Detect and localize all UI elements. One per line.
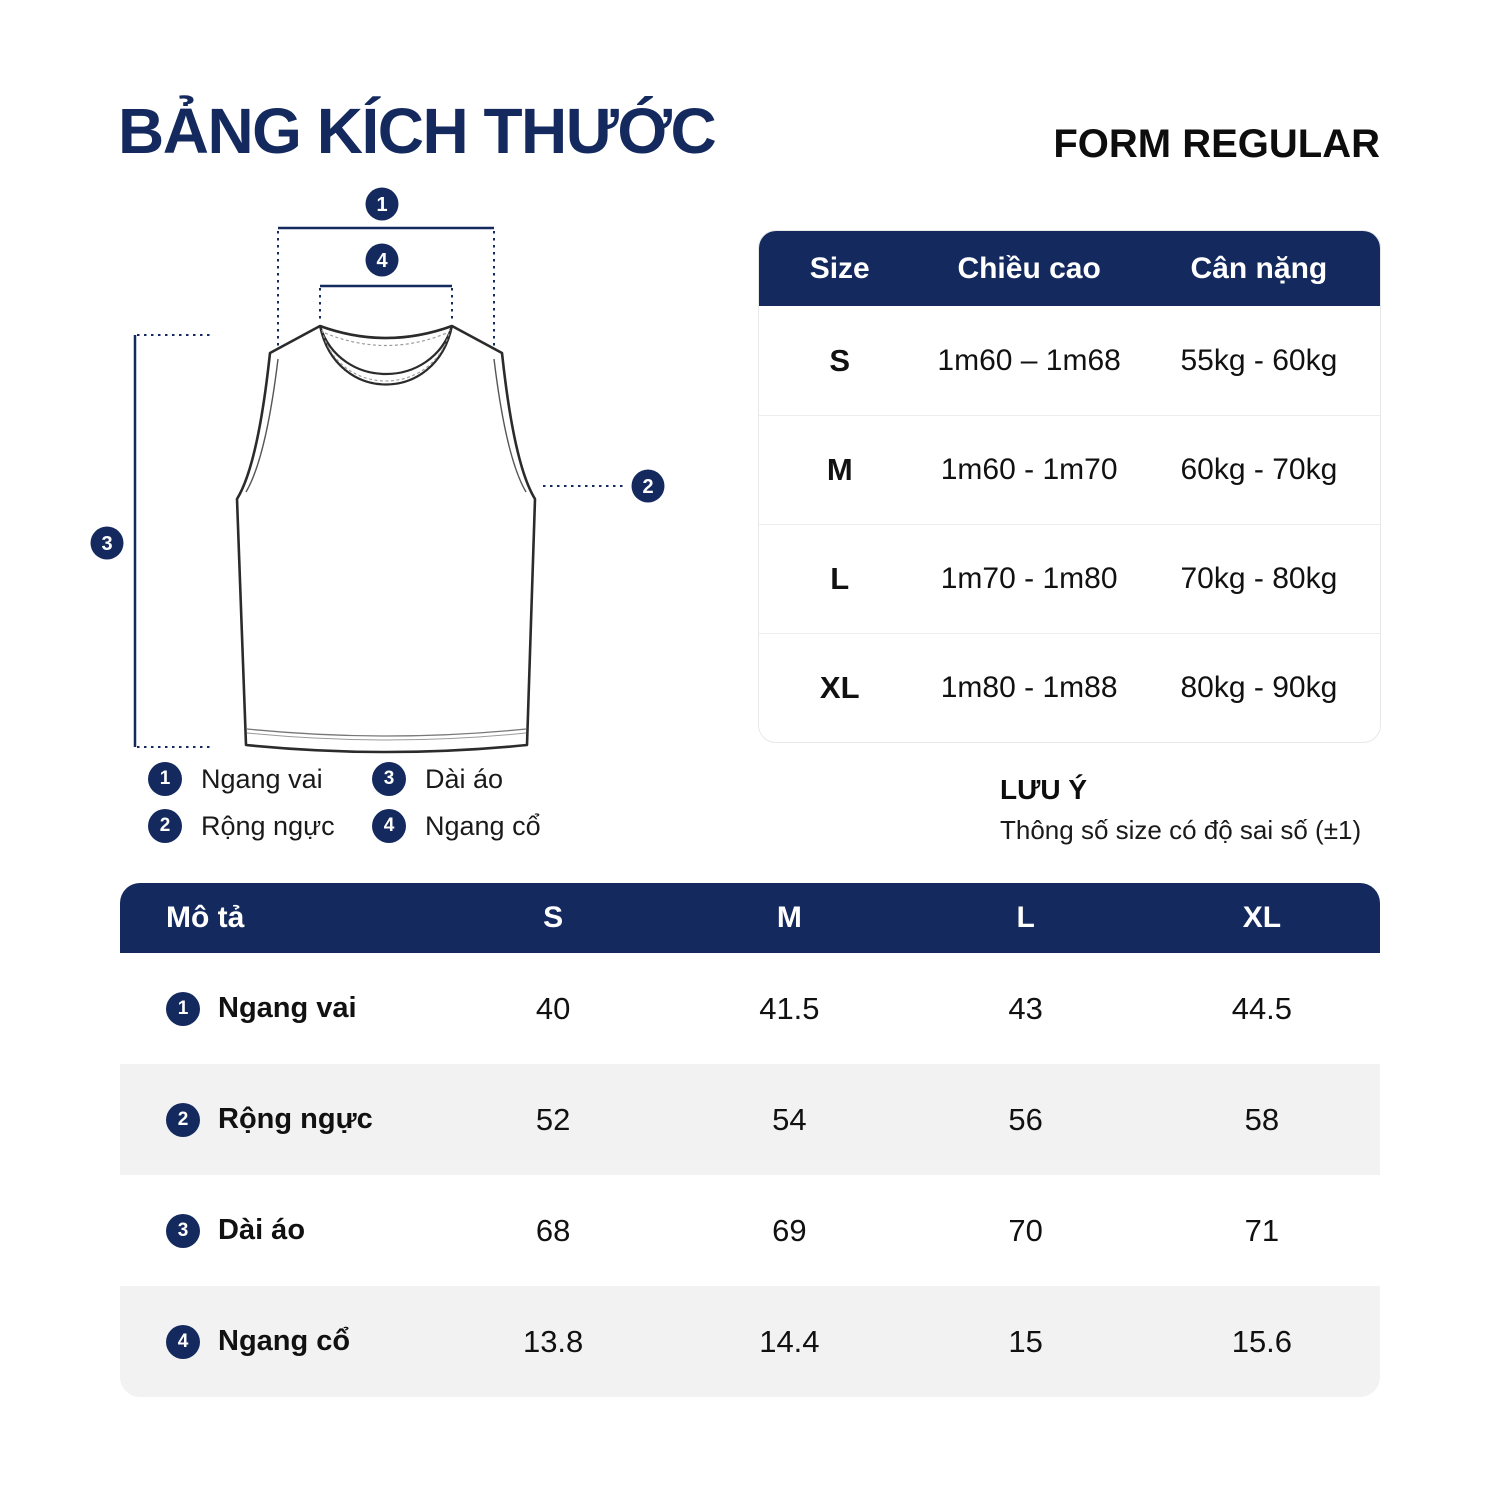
value-l: 56 [1008,1101,1043,1137]
measure-row-rong-nguc: 2 Rộng ngực 52 54 56 58 [120,1064,1380,1175]
value-m: 54 [772,1101,807,1137]
legend-item-ngang-vai: 1 Ngang vai [148,762,372,796]
row-1-label: Ngang vai [218,992,357,1024]
value-xl: 44.5 [1231,990,1293,1026]
size-table-header-weight: Cân nặng [1190,251,1328,285]
callout-2-number: 2 [642,476,653,498]
measure-row-dai-ao: 3 Dài áo 68 69 70 71 [120,1175,1380,1286]
size-table-header-size: Size [809,251,870,285]
value-s: 52 [535,1101,571,1137]
value-s: 40 [535,990,571,1026]
size-cell: L [830,561,850,596]
height-cell: 1m60 - 1m70 [940,453,1118,486]
tank-top-diagram: 1 4 3 2 [90,187,665,754]
size-cell: S [829,342,851,378]
row-2-badge: 2 [166,1102,200,1137]
size-table-header-height: Chiều cao [957,251,1101,285]
weight-cell: 70kg - 80kg [1180,562,1338,595]
size-cell: M [826,452,853,487]
value-l: 43 [1008,990,1043,1026]
callout-1-number: 1 [376,194,387,216]
row-description: 4 Ngang cổ [120,1324,435,1359]
header-m: M [776,901,802,934]
value-xl: 58 [1244,1101,1280,1137]
size-table-row-xl: XL 1m80 - 1m88 80kg - 90kg [759,633,1380,742]
size-table-row-l: L 1m70 - 1m80 70kg - 80kg [759,524,1380,633]
header-xl: XL [1242,901,1282,934]
measure-row-ngang-vai: 1 Ngang vai 40 41.5 43 44.5 [120,953,1380,1064]
header-s: S [543,901,564,934]
garment-outline [235,324,537,754]
note-title: LƯU Ý [1000,774,1088,805]
callout-3-circle [90,526,124,560]
row-4-label: Ngang cổ [218,1325,351,1357]
row-4-badge: 4 [166,1324,200,1359]
measurements-table-header: Mô tả S M L XL [120,883,1380,953]
legend-3-label: Dài áo [425,763,504,794]
row-3-label: Dài áo [218,1214,306,1246]
legend-item-ngang-co: 4 Ngang cổ [372,809,541,843]
size-height-weight-table: Size Chiều cao Cân nặng S 1m60 – 1m68 55… [758,230,1381,743]
size-cell: XL [819,670,860,705]
legend-1-badge: 1 [148,762,182,796]
measure-length [133,334,213,748]
header-mo-ta: Mô tả [166,901,245,934]
weight-cell: 55kg - 60kg [1180,343,1338,377]
legend-item-dai-ao: 3 Dài áo [372,762,541,796]
height-cell: 1m70 - 1m80 [940,562,1118,595]
weight-cell: 60kg - 70kg [1180,453,1338,486]
measurement-legend: 1 Ngang vai 3 Dài áo 2 Rộng ngực 4 Ngang… [148,762,541,843]
measure-neck-width [319,284,453,322]
size-table-row-m: M 1m60 - 1m70 60kg - 70kg [759,415,1380,524]
callout-4-number: 4 [376,250,388,272]
value-xl: 71 [1244,1212,1280,1248]
value-m: 69 [772,1212,807,1248]
legend-3-badge: 3 [372,762,406,796]
row-2-label: Rộng ngực [218,1103,373,1135]
size-table-header: Size Chiều cao Cân nặng [759,231,1380,306]
value-s: 68 [535,1212,571,1248]
value-s: 13.8 [522,1323,584,1359]
weight-cell: 80kg - 90kg [1180,671,1338,704]
legend-4-label: Ngang cổ [425,810,541,841]
callout-2-circle [631,469,665,503]
legend-2-label: Rộng ngực [201,810,335,841]
size-table-row-s: S 1m60 – 1m68 55kg - 60kg [759,306,1380,415]
legend-4-badge: 4 [372,809,406,843]
callout-1-circle [365,187,399,221]
row-3-badge: 3 [166,1213,200,1248]
height-cell: 1m80 - 1m88 [940,671,1118,704]
measure-row-ngang-co: 4 Ngang cổ 13.8 14.4 15 15.6 [120,1286,1380,1397]
legend-item-rong-nguc: 2 Rộng ngực [148,809,372,843]
callout-3-number: 3 [101,533,112,555]
row-description: 3 Dài áo [120,1213,435,1248]
page-title: BẢNG KÍCH THƯỚC [118,95,717,167]
legend-2-badge: 2 [148,809,182,843]
row-description: 2 Rộng ngực [120,1102,435,1137]
note-block: LƯU Ý Thông số size có độ sai số (±1) [1000,774,1361,846]
row-1-badge: 1 [166,991,200,1026]
note-text: Thông số size có độ sai số (±1) [1000,815,1362,845]
value-l: 70 [1008,1212,1043,1248]
form-regular-label: FORM REGULAR [1053,122,1380,166]
legend-1-label: Ngang vai [201,763,323,794]
header-l: L [1016,901,1035,934]
callout-4-circle [365,243,399,277]
value-m: 41.5 [759,990,820,1026]
row-description: 1 Ngang vai [120,991,435,1026]
value-m: 14.4 [759,1323,820,1359]
height-cell: 1m60 – 1m68 [937,343,1121,377]
measurements-table: Mô tả S M L XL 1 Ngang vai 40 41.5 43 44… [120,883,1380,1397]
value-xl: 15.6 [1231,1323,1293,1359]
value-l: 15 [1008,1323,1043,1359]
measure-shoulder-width [277,226,495,346]
